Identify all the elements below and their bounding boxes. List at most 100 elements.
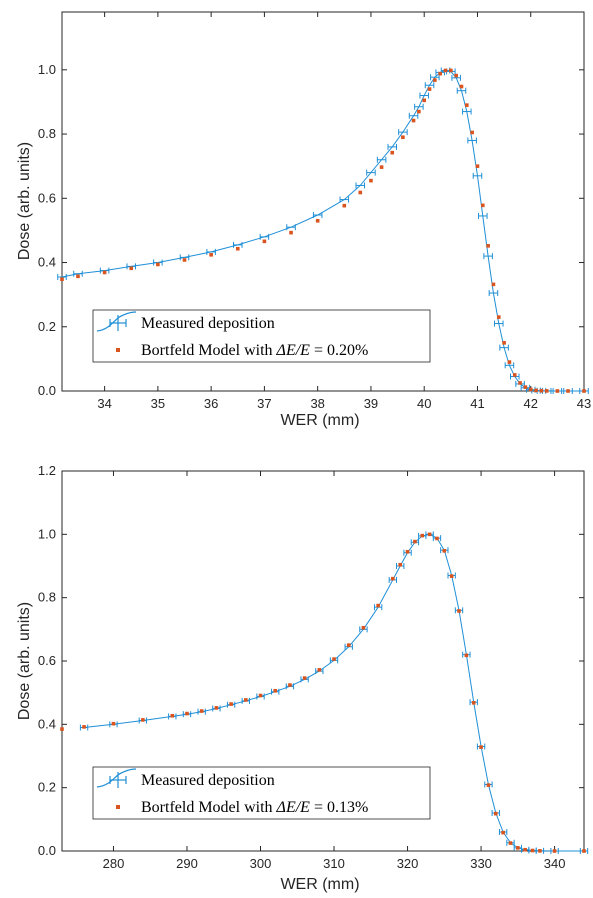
measured-errorbar — [414, 103, 424, 110]
model-point — [156, 262, 160, 267]
model-point — [342, 203, 347, 208]
measured-errorbar — [408, 112, 419, 119]
y-tick-label: 0.8 — [38, 590, 56, 605]
model-point — [449, 68, 453, 73]
chart-bottom: 0.0 0.2 0.4 0.6 0.8 1.0 1.2 280 290 300 310 320 330… — [16, 463, 589, 893]
x-tick-label: 310 — [323, 856, 345, 871]
model-point — [512, 373, 517, 377]
tick-marks-top — [62, 12, 585, 392]
model-point — [302, 676, 307, 680]
measured-errorbar — [355, 182, 366, 189]
model-point — [413, 539, 417, 544]
measured-errorbar — [488, 290, 499, 297]
model-point — [566, 389, 570, 393]
y-tick-labels-bottom: 0.0 0.2 0.4 0.6 0.8 1.0 1.2 — [38, 463, 56, 858]
legend-model-value-bottom: = 0.13% — [310, 799, 368, 816]
model-point — [544, 389, 549, 393]
model-point — [391, 576, 395, 581]
model-point — [427, 87, 432, 91]
y-tick-label: 0.0 — [38, 383, 56, 398]
y-tick-label: 1.2 — [38, 463, 56, 478]
model-point — [60, 727, 64, 731]
model-point — [82, 725, 86, 729]
measured-errorbar — [259, 233, 270, 240]
model-point — [465, 103, 469, 107]
model-point — [470, 130, 474, 135]
tick-marks-bottom — [62, 470, 584, 852]
x-tick-label: 280 — [103, 856, 125, 871]
legend-symbol-model-bottom — [116, 805, 120, 809]
legend-bottom: Measured deposition Bortfeld Model with … — [92, 766, 431, 820]
model-point — [390, 150, 395, 155]
model-point — [539, 388, 544, 393]
y-tick-label: 0.6 — [38, 190, 56, 205]
y-tick-label: 0.4 — [38, 255, 56, 270]
model-point — [76, 274, 80, 279]
legend-model-prefix-top: Bortfeld Model with — [141, 342, 277, 359]
model-point — [491, 282, 496, 287]
x-tick-label: 40 — [417, 396, 431, 411]
legend-model-value-top: = 0.20% — [310, 342, 368, 359]
x-tick-label: 39 — [364, 396, 378, 411]
model-point — [262, 239, 267, 244]
measured-errorbar — [339, 196, 350, 203]
model-point — [508, 841, 513, 845]
model-point — [229, 702, 233, 706]
model-point — [405, 549, 410, 554]
measured-line — [61, 69, 584, 392]
model-point — [475, 164, 480, 168]
model-point — [552, 849, 557, 853]
model-point — [273, 688, 278, 693]
legend-model-delta-top: ΔE/E — [276, 342, 311, 359]
y-axis-label-top: Dose (arb. units) — [16, 142, 33, 260]
model-point — [493, 811, 498, 816]
legend-box-top — [92, 309, 431, 363]
legend-symbol-model-top — [116, 348, 120, 352]
measured-errorbar — [233, 241, 243, 248]
model-point — [376, 603, 380, 608]
x-axis-label-bottom: WER (mm) — [280, 876, 359, 893]
x-tick-labels-top: 34 35 36 37 38 39 40 41 42 43 — [97, 396, 591, 411]
model-point — [534, 388, 538, 393]
model-point — [420, 533, 425, 538]
model-point — [427, 532, 432, 537]
legend-label-model-top: Bortfeld Model with ΔE/E = 0.20% — [141, 342, 368, 359]
y-tick-label: 1.0 — [38, 526, 56, 541]
model-point — [507, 360, 512, 364]
model-point — [435, 536, 439, 541]
measured-errorbar — [153, 259, 163, 266]
model-point — [486, 783, 491, 787]
model-point — [209, 253, 213, 257]
measured-errorbar — [424, 82, 435, 89]
model-point — [433, 78, 437, 82]
data-marks-bottom — [60, 531, 589, 854]
x-tick-label: 290 — [176, 856, 198, 871]
measured-errorbar — [456, 87, 467, 94]
x-axis-label-top: WER (mm) — [280, 412, 359, 429]
y-axis-label-bottom: Dose (arb. units) — [16, 602, 33, 720]
legend-label-measured-top: Measured deposition — [141, 315, 275, 332]
measured-errorbar — [398, 129, 408, 136]
measured-errorbar — [179, 254, 190, 261]
y-tick-labels-top: 0.0 0.2 0.4 0.6 0.8 1.0 — [38, 62, 56, 398]
model-point — [528, 387, 533, 392]
model-point — [516, 846, 520, 850]
chart-top: 0.00.20.40.60.81.0 34 35 36 37 38 39 40 41 42 43 … — [16, 11, 591, 429]
model-point — [480, 203, 485, 208]
model-point — [361, 625, 366, 630]
x-tick-label: 330 — [470, 856, 492, 871]
measured-errorbar — [483, 253, 493, 260]
measured-errorbar — [99, 267, 110, 274]
model-point — [454, 73, 458, 78]
measured-errorbar — [462, 108, 472, 115]
measured-errorbar — [376, 156, 387, 163]
model-point — [141, 718, 145, 722]
measured-errorbar — [451, 74, 461, 81]
model-point — [502, 341, 506, 345]
legend-symbol-measured-top — [96, 311, 137, 332]
measured-errorbar — [504, 362, 515, 369]
measured-errorbar — [286, 224, 296, 231]
measured-errorbar — [206, 248, 216, 255]
legend-label-measured-bottom: Measured deposition — [141, 772, 275, 789]
